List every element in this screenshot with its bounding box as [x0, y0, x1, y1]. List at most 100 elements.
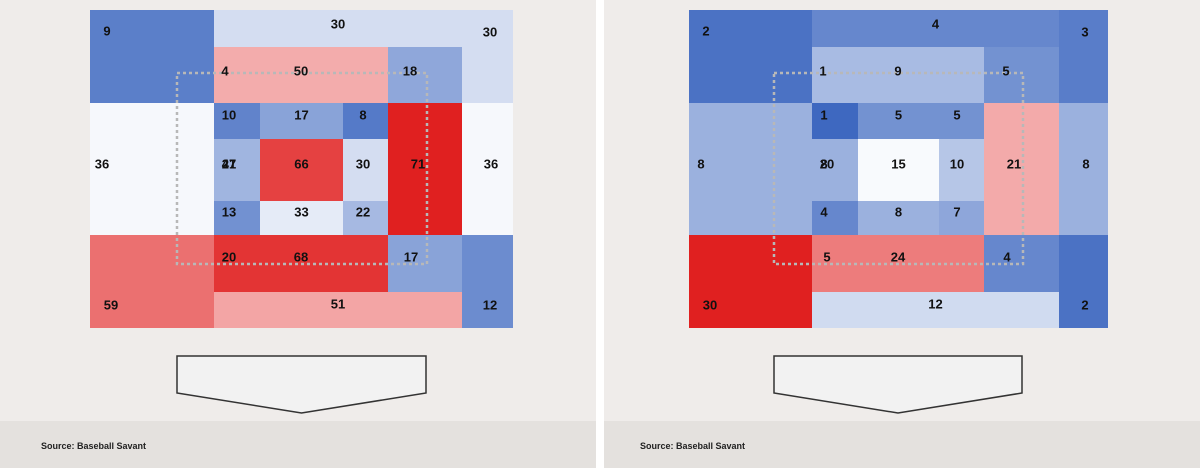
inner-zone-r3c3: [343, 201, 388, 235]
outer-label-right: 8: [1082, 156, 1089, 171]
ring-label-top-center: 50: [294, 63, 308, 78]
inner-zone-r2c1: [812, 139, 858, 201]
outer-label-bottom-right: 12: [483, 297, 497, 312]
ring-label-top-right: 5: [1002, 63, 1009, 78]
outer-zone-top-center: [214, 10, 462, 47]
ring-label-top-left: 1: [819, 63, 826, 78]
inner-zone-r3c1: [214, 201, 260, 235]
ring-label-bottom-center: 68: [294, 249, 308, 264]
inner-zone-r2c3: [343, 139, 388, 201]
inner-label-r1c2: 17: [294, 107, 308, 122]
outer-zone-top-left: [90, 10, 214, 103]
inner-zone-r3c2: [858, 201, 939, 235]
ring-label-top-right: 18: [403, 63, 417, 78]
inner-label-r1c1: 1: [820, 107, 827, 122]
inner-label-r1c3: 5: [953, 107, 960, 122]
outer-label-top-right: 3: [1081, 24, 1088, 39]
home-plate-icon: [176, 355, 427, 414]
ring-zone-right: [388, 103, 462, 235]
ring-zone-top-right: [984, 47, 1059, 103]
zone-heatmap-left: 9 30 30 36 36 59 51 12 4 50 18 47 71 20 68 17 10 17 8 21 66 3…: [90, 10, 513, 414]
inner-label-r2c2: 66: [294, 156, 308, 171]
ring-label-top-center: 9: [894, 63, 901, 78]
outer-zone-left: [90, 103, 214, 235]
outer-zone-right: [1059, 103, 1108, 235]
inner-zone-r2c1: [214, 139, 260, 201]
inner-label-r3c3: 7: [953, 204, 960, 219]
ring-label-right: 21: [1007, 156, 1021, 171]
inner-zone-r2c2: [260, 139, 343, 201]
outer-zone-bottom-right: [1059, 235, 1108, 328]
inner-label-r3c2: 33: [294, 204, 308, 219]
inner-label-r3c1: 13: [222, 204, 236, 219]
outer-zone-top-right: [1059, 10, 1108, 103]
inner-zone-r1c3: [939, 103, 984, 139]
outer-label-top-left: 9: [103, 23, 110, 38]
inner-label-r3c1: 4: [820, 204, 828, 219]
inner-zone-r1c3: [343, 103, 388, 139]
inner-label-r2c1: 21: [222, 156, 236, 171]
ring-zone-right: [984, 103, 1059, 235]
inner-zone-r1c1: [214, 103, 260, 139]
source-label-right: Source: Baseball Savant: [640, 441, 746, 451]
zone-heatmap-right: 2 438 830 12 21 9 520 215 24 41 5 58 15 104 8 7: [689, 10, 1108, 414]
ring-label-bottom-left: 5: [823, 249, 830, 264]
outer-zone-bottom-right: [462, 235, 513, 328]
ring-label-top-left: 4: [221, 63, 229, 78]
inner-label-r2c1: 8: [820, 156, 827, 171]
outer-zone-bottom-center: [214, 292, 462, 328]
outer-label-right: 36: [484, 156, 498, 171]
ring-label-bottom-right: 4: [1003, 249, 1011, 264]
ring-zone-top-right: [388, 47, 462, 103]
inner-label-r2c3: 10: [950, 156, 964, 171]
outer-zone-top-left: [689, 10, 812, 103]
outer-zone-top-right: [462, 10, 513, 103]
inner-label-r3c3: 22: [356, 204, 370, 219]
source-label-left: Source: Baseball Savant: [41, 441, 147, 451]
outer-zone-bottom-left: [689, 235, 812, 328]
inner-label-r2c2: 15: [891, 156, 905, 171]
inner-label-r1c2: 5: [895, 107, 902, 122]
ring-zone-top-center: [812, 47, 984, 103]
ring-label-bottom-right: 17: [404, 249, 418, 264]
heatmap-panel-right: 2 4 3 8 8 30 12 2 1 9 5 20 21 5 24 4 1 5 5 8 15 10 4 8 7 Source:…: [604, 0, 1200, 468]
ring-zone-top-center: [214, 47, 388, 103]
inner-zone-r2c3: [939, 139, 984, 201]
ring-label-left: 20: [820, 156, 834, 171]
heatmap-panel-left: 9 30 30 36 36 59 51 12 4 50 18 47 71 20 68 17 10 17 8 21 66 3…: [0, 0, 596, 468]
outer-label-left: 36: [95, 156, 109, 171]
outer-zone-right: [462, 103, 513, 235]
outer-label-top-center: 30: [331, 16, 345, 31]
ring-label-right: 71: [411, 156, 425, 171]
inner-zone-r1c2: [260, 103, 343, 139]
outer-label-bottom-center: 51: [331, 296, 345, 311]
ring-label-bottom-center: 24: [891, 249, 906, 264]
inner-zone-r1c2: [858, 103, 939, 139]
outer-label-bottom-center: 12: [928, 296, 942, 311]
outer-zone-left: [689, 103, 812, 235]
outer-zone-top-center: [812, 10, 1059, 47]
footer-bar-left: [0, 421, 596, 468]
footer-bar-right: [604, 421, 1200, 468]
outer-zone-bottom-center: [812, 292, 1059, 328]
outer-label-top-left: 2: [702, 23, 709, 38]
outer-label-bottom-right: 2: [1081, 297, 1088, 312]
outer-zone-bottom-left: [90, 235, 214, 328]
strike-zone-outline: [772, 71, 1025, 266]
inner-label-r2c3: 30: [356, 156, 370, 171]
inner-zone-r3c3: [939, 201, 984, 235]
ring-label-left: 47: [222, 156, 236, 171]
ring-zone-bottom-right: [388, 235, 462, 292]
inner-label-r3c2: 8: [895, 204, 902, 219]
inner-zone-r1c1: [812, 103, 858, 139]
inner-zone-r2c2: [858, 139, 939, 201]
inner-zone-r3c1: [812, 201, 858, 235]
home-plate-icon: [773, 355, 1023, 414]
strike-zone-outline: [175, 71, 429, 266]
ring-label-bottom-left: 20: [222, 249, 236, 264]
ring-zone-bottom-right: [984, 235, 1059, 292]
outer-label-left: 8: [697, 156, 704, 171]
outer-label-bottom-left: 30: [703, 297, 717, 312]
inner-label-r1c3: 8: [359, 107, 366, 122]
outer-label-top-right: 30: [483, 24, 497, 39]
